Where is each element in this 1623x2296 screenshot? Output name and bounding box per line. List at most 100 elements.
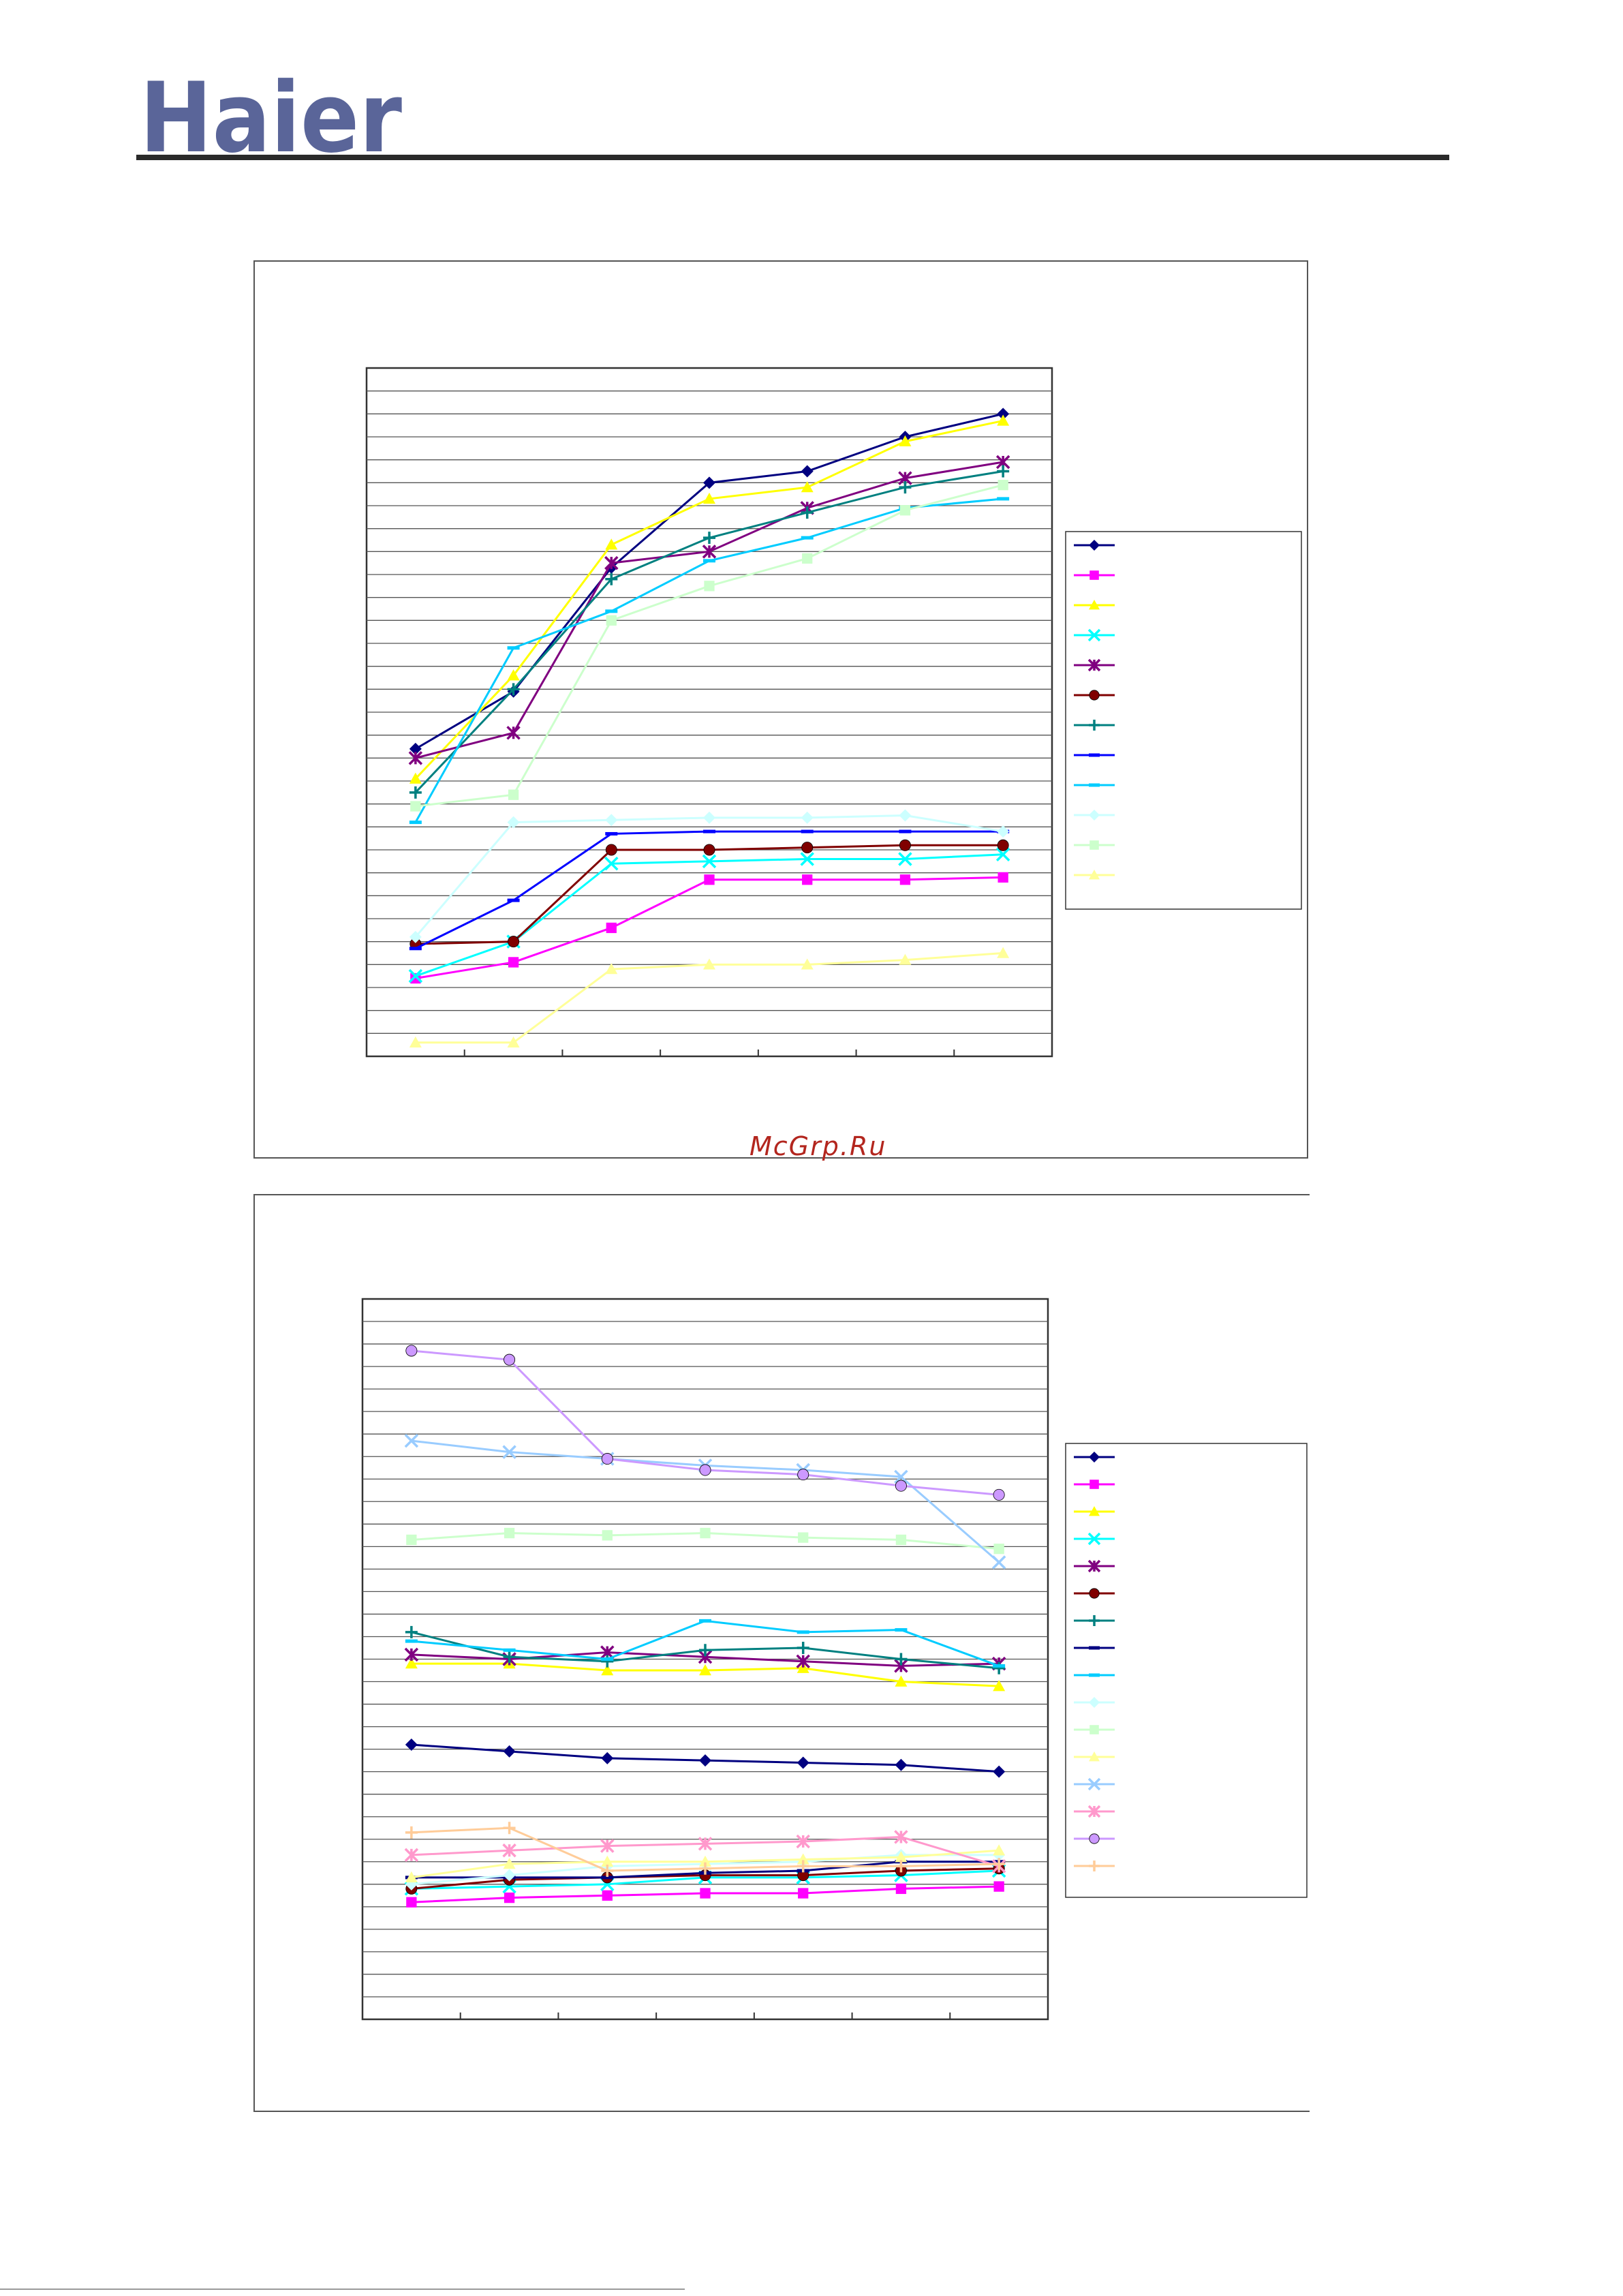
series-2-point	[899, 874, 911, 885]
series-3-point	[601, 1664, 614, 1676]
series-1-point	[797, 1756, 809, 1769]
series-9-point	[801, 536, 814, 540]
legend-item	[1074, 870, 1115, 880]
legend-swatch-marker	[1089, 1697, 1100, 1708]
series-11-point	[798, 1532, 809, 1543]
series-15	[405, 1345, 1005, 1501]
series-1-point	[699, 1754, 711, 1767]
legend-item	[1074, 1833, 1115, 1844]
series-5-point	[796, 1654, 810, 1669]
series-3-point	[703, 492, 715, 504]
series-7-point	[503, 1651, 516, 1664]
series-14-point	[698, 1837, 713, 1851]
series-1-point	[503, 1745, 516, 1758]
legend	[1065, 531, 1302, 910]
series-13-point	[502, 1445, 516, 1459]
series-11-point	[508, 789, 519, 800]
legend-item	[1074, 628, 1115, 642]
legend-item	[1074, 1615, 1115, 1626]
series-16-point	[699, 1862, 711, 1875]
series-12-point	[605, 963, 618, 975]
legend-swatch-marker	[1089, 753, 1100, 757]
series-11-point	[899, 505, 911, 516]
series-14-point	[796, 1834, 810, 1849]
series-10-point	[605, 814, 618, 827]
series-15-point	[504, 1353, 516, 1366]
legend-swatch-marker	[1089, 870, 1100, 880]
series-5-point	[506, 726, 521, 740]
legend-swatch-marker	[1089, 1588, 1100, 1599]
series-10-point	[997, 825, 1010, 838]
legend	[1065, 1443, 1308, 1898]
legend-item	[1074, 1777, 1115, 1791]
series-12-point	[895, 1851, 908, 1863]
legend-swatch-marker	[1089, 783, 1100, 787]
legend-swatch-marker	[1089, 1725, 1099, 1734]
legend-swatch-marker	[1089, 1833, 1100, 1844]
series-15-point	[797, 1469, 809, 1481]
series-3-point	[605, 538, 618, 550]
series-4-point	[800, 852, 814, 866]
series-2-point	[606, 922, 617, 934]
series-9-point	[503, 1648, 516, 1652]
series-2-point	[798, 1888, 809, 1899]
series-9-point	[601, 1657, 614, 1661]
series-5	[408, 455, 1010, 765]
series-11-point	[704, 581, 715, 592]
series-11-point	[700, 1527, 711, 1539]
series-7-point	[895, 1653, 908, 1666]
series-4-point	[995, 847, 1010, 861]
series-6	[409, 839, 1009, 950]
series-12-point	[703, 958, 715, 970]
series-11	[406, 1527, 1004, 1555]
legend-item	[1074, 1452, 1115, 1463]
series-4-point	[604, 856, 619, 871]
legend-item	[1074, 1480, 1115, 1489]
legend-swatch-marker	[1087, 1777, 1101, 1791]
series-9-point	[507, 646, 520, 650]
series-16-point	[797, 1860, 809, 1873]
series-12	[405, 1844, 1006, 1883]
series-6-point	[703, 844, 715, 856]
series-11-point	[998, 480, 1008, 491]
legend-swatch-marker	[1089, 690, 1100, 701]
series-15-point	[993, 1488, 1005, 1501]
legend-swatch-marker	[1089, 1452, 1100, 1463]
series-1	[405, 1739, 1006, 1778]
plot-area	[361, 1298, 1049, 2021]
series-8-point	[605, 831, 618, 836]
legend-swatch-marker	[1087, 1532, 1101, 1546]
legend-item	[1074, 600, 1115, 610]
series-7-point	[601, 1655, 614, 1668]
legend-item	[1074, 1646, 1115, 1650]
chart-top	[253, 260, 1308, 1159]
legend-item	[1074, 1861, 1115, 1871]
plot-area	[365, 367, 1053, 1058]
series-16-point	[601, 1864, 614, 1877]
series-10-point	[507, 816, 520, 829]
legend-item	[1074, 1588, 1115, 1599]
legend-swatch-marker	[1089, 570, 1099, 580]
legend-item	[1074, 1805, 1115, 1818]
series-1-point	[409, 742, 422, 755]
series-16	[405, 1822, 1006, 1877]
series-3-point	[993, 1680, 1006, 1692]
series-9-point	[703, 559, 715, 563]
series-12-point	[405, 1871, 418, 1883]
series-1-point	[405, 1739, 418, 1751]
legend-swatch-marker	[1089, 540, 1100, 551]
legend-item	[1074, 753, 1115, 757]
legend-swatch-marker	[1089, 840, 1099, 850]
series-11-point	[895, 1534, 907, 1546]
legend-item	[1074, 810, 1115, 821]
legend-item	[1074, 1559, 1115, 1573]
series-11-point	[504, 1527, 515, 1539]
series-12-point	[699, 1855, 711, 1867]
series-15-point	[601, 1453, 613, 1465]
legend-item	[1074, 1673, 1115, 1677]
series-12-point	[899, 953, 912, 965]
series-9-point	[997, 497, 1010, 501]
legend-item	[1074, 1532, 1115, 1546]
series-6-point	[801, 842, 814, 854]
series-5-point	[404, 1647, 419, 1662]
